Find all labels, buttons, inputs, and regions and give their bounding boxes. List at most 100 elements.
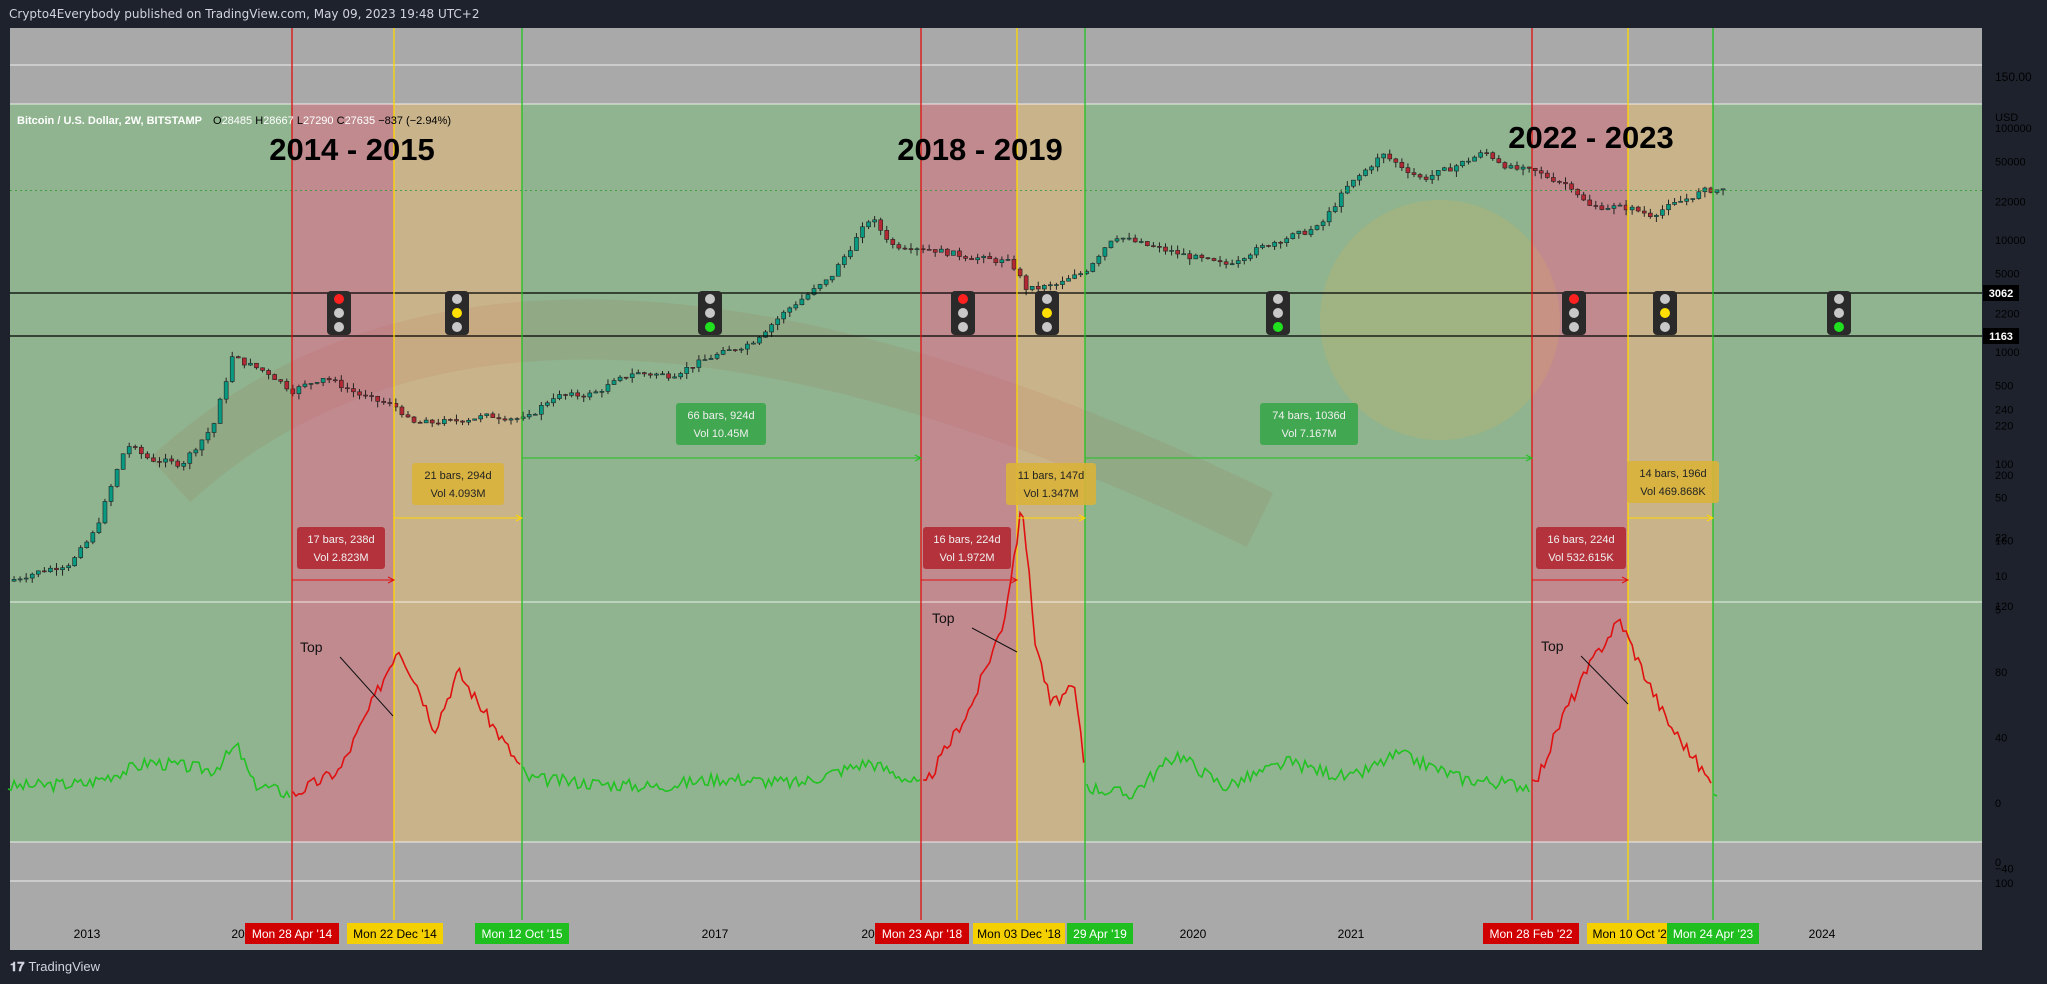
date-marker[interactable] bbox=[1067, 923, 1133, 944]
candle-body bbox=[417, 422, 423, 424]
candle-body bbox=[1641, 210, 1647, 214]
range-box[interactable] bbox=[1260, 403, 1358, 445]
date-marker[interactable] bbox=[475, 923, 569, 944]
level-price-badge[interactable] bbox=[1983, 285, 2019, 301]
candle-body bbox=[1308, 229, 1314, 235]
candle-body bbox=[11, 579, 17, 582]
traffic-lamp bbox=[1569, 294, 1579, 304]
candle-body bbox=[126, 446, 132, 455]
tradingview-logo-icon: 𝟏𝟕 bbox=[10, 959, 25, 974]
range-box-bars: 16 bars, 224d bbox=[933, 534, 1000, 546]
candle-body bbox=[787, 307, 793, 313]
candle-body bbox=[326, 378, 332, 381]
range-boxes[interactable]: 17 bars, 238d Vol 2.823M 21 bars, 294d Vol … bbox=[297, 403, 1719, 569]
candle-body bbox=[835, 264, 841, 277]
traffic-lamp bbox=[958, 294, 968, 304]
candle-body bbox=[460, 420, 465, 423]
candle-body bbox=[920, 248, 926, 251]
traffic-lamp bbox=[1042, 294, 1052, 304]
candle-body bbox=[254, 362, 259, 369]
candle-body bbox=[1702, 187, 1708, 193]
date-marker[interactable] bbox=[875, 923, 969, 944]
traffic-lamp bbox=[705, 294, 715, 304]
traffic-lamp bbox=[705, 308, 715, 318]
candle-body bbox=[1254, 247, 1259, 256]
candle-body bbox=[532, 413, 538, 416]
bitcoin-cycle-chart[interactable]: Top Top Top 17 bars, 238d Vol 2.823M 21 bars… bbox=[0, 0, 2047, 950]
candle-body bbox=[320, 378, 326, 383]
candle-body bbox=[1429, 175, 1435, 180]
candle-body bbox=[1175, 250, 1180, 255]
date-marker[interactable] bbox=[245, 923, 339, 944]
candle-body bbox=[1157, 246, 1162, 248]
candle-body bbox=[375, 396, 380, 402]
traffic-lamp bbox=[958, 322, 968, 332]
range-box[interactable] bbox=[676, 403, 766, 445]
price-tick: 1000 bbox=[1995, 347, 2019, 359]
candle-body bbox=[1229, 263, 1235, 265]
price-axis[interactable]: 150.00USD1000005000022000100005000220010… bbox=[1983, 70, 2032, 890]
candle-body bbox=[163, 458, 168, 463]
candle-body bbox=[1514, 165, 1520, 170]
range-box[interactable] bbox=[1536, 527, 1626, 569]
range-box[interactable] bbox=[297, 527, 385, 569]
candle-body bbox=[1484, 152, 1490, 154]
date-marker[interactable] bbox=[347, 923, 443, 944]
range-box[interactable] bbox=[1006, 463, 1096, 505]
candle-body bbox=[938, 248, 944, 253]
cycle-zones bbox=[292, 104, 1713, 842]
footer-bar: 𝟏𝟕 TradingView bbox=[0, 950, 2047, 984]
range-box[interactable] bbox=[923, 527, 1011, 569]
level-price-badge[interactable] bbox=[1983, 328, 2019, 344]
candle-body bbox=[1066, 278, 1071, 282]
candle-body bbox=[993, 258, 999, 263]
date-marker[interactable] bbox=[973, 923, 1065, 944]
tradingview-brand[interactable]: 𝟏𝟕 TradingView bbox=[10, 959, 100, 975]
price-tick: 10000 bbox=[1995, 235, 2026, 247]
candle-body bbox=[896, 244, 902, 249]
candle-body bbox=[914, 248, 920, 251]
price-tick: 50 bbox=[1995, 493, 2007, 505]
top-annotation: Top bbox=[932, 610, 955, 626]
range-box[interactable] bbox=[1627, 461, 1719, 503]
top-annotation: Top bbox=[300, 639, 323, 655]
candle-body bbox=[454, 419, 459, 422]
top-annotation-arrow bbox=[339, 656, 394, 717]
traffic-lights bbox=[327, 291, 1851, 335]
symbol-title: Bitcoin / U.S. Dollar, 2W, BITSTAMP bbox=[17, 115, 202, 127]
date-marker[interactable] bbox=[1483, 923, 1579, 944]
candle-body bbox=[235, 356, 241, 359]
arrow-head bbox=[914, 454, 923, 462]
candle-body bbox=[1345, 185, 1350, 194]
candle-body bbox=[696, 359, 702, 368]
date-marker[interactable] bbox=[1587, 923, 1679, 944]
candle-body bbox=[1684, 198, 1689, 202]
candle-body bbox=[242, 357, 247, 366]
range-box-bars: 14 bars, 196d bbox=[1639, 468, 1706, 480]
candle-body bbox=[169, 458, 174, 462]
cycle-title: 2018 - 2019 bbox=[897, 132, 1062, 167]
candle-body bbox=[1296, 230, 1302, 234]
candle-body bbox=[1096, 255, 1102, 264]
candle-body bbox=[1151, 245, 1156, 247]
candle-body bbox=[775, 318, 780, 325]
candle-body bbox=[1720, 188, 1726, 191]
range-box[interactable] bbox=[412, 463, 504, 505]
candle-body bbox=[1314, 225, 1320, 230]
indicator-tick: 40 bbox=[1995, 732, 2007, 744]
date-marker[interactable] bbox=[1667, 923, 1759, 944]
candle-body bbox=[1381, 153, 1386, 159]
arrow-head bbox=[1078, 514, 1087, 522]
range-box-volume: Vol 4.093M bbox=[430, 488, 485, 500]
date-marker-label: Mon 10 Oct '22 bbox=[1593, 927, 1674, 941]
candle-body bbox=[1557, 181, 1562, 183]
traffic-lamp bbox=[1569, 322, 1579, 332]
time-tick: 20 bbox=[231, 927, 245, 941]
candle-body bbox=[987, 256, 993, 260]
candle-body bbox=[1090, 263, 1096, 272]
price-tick: 5000 bbox=[1995, 269, 2019, 281]
range-box-volume: Vol 1.972M bbox=[939, 552, 994, 564]
arrow-head bbox=[1706, 514, 1715, 522]
candle-body bbox=[593, 391, 599, 394]
